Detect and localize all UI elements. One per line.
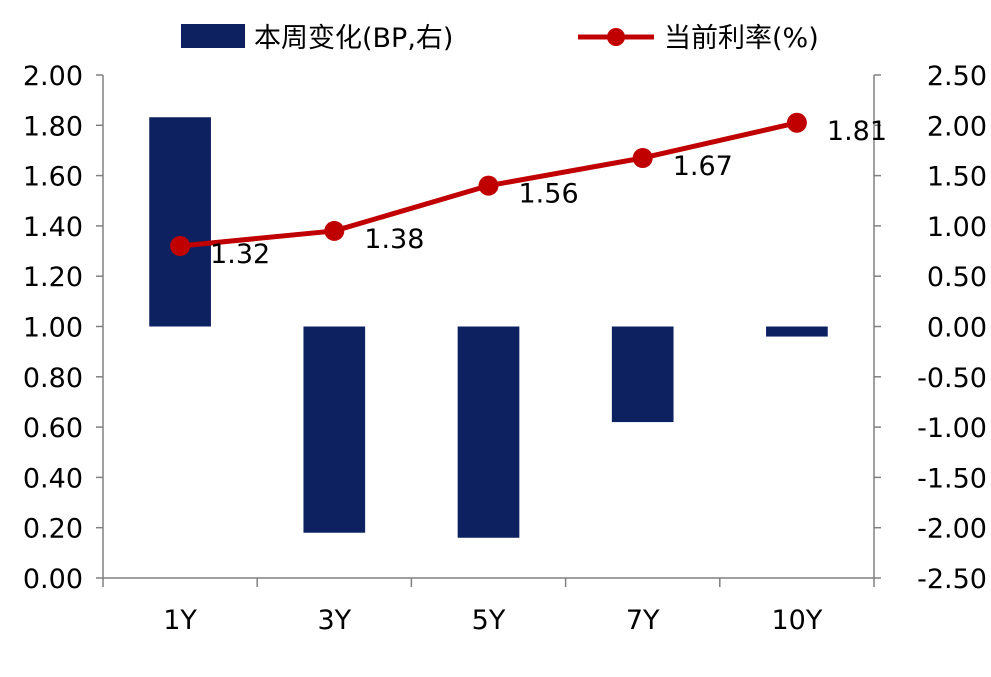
line-series bbox=[170, 112, 807, 257]
rate-label-5Y: 1.56 bbox=[519, 179, 579, 210]
right-y-ticks: -2.50 -2.00 -1.50 -1.00 -0.50 0.00 0.50 1.00 1.5… bbox=[874, 61, 987, 595]
x-ticks: 1Y 3Y 5Y 7Y 10Y bbox=[102, 578, 875, 636]
left-tick-label: 1.40 bbox=[23, 212, 83, 243]
bar-5Y bbox=[457, 326, 520, 538]
right-tick-label: -2.00 bbox=[917, 514, 987, 545]
right-tick-label: -1.00 bbox=[917, 413, 987, 444]
rate-point-5Y bbox=[478, 175, 499, 196]
bar-7Y bbox=[611, 326, 674, 423]
bar-10Y bbox=[766, 326, 828, 337]
left-y-ticks: 0.00 0.20 0.40 0.60 0.80 1.00 1.20 1.40 1.60 1.80… bbox=[23, 61, 103, 595]
left-tick-label: 1.20 bbox=[23, 262, 83, 293]
left-tick-label: 0.60 bbox=[23, 413, 83, 444]
right-tick-label: 0.50 bbox=[927, 262, 987, 293]
left-tick-label: 0.00 bbox=[23, 564, 83, 595]
rate-point-1Y bbox=[170, 236, 191, 257]
right-tick-label: 2.50 bbox=[927, 61, 987, 92]
bar-series bbox=[149, 117, 828, 538]
category-label: 10Y bbox=[771, 605, 822, 636]
right-tick-label: 0.00 bbox=[927, 313, 987, 344]
right-tick-label: 1.50 bbox=[927, 162, 987, 193]
left-tick-label: 2.00 bbox=[23, 61, 83, 92]
legend-bar-swatch bbox=[181, 24, 245, 48]
data-labels: 1.32 1.38 1.56 1.67 1.81 bbox=[210, 116, 887, 270]
right-tick-label: -2.50 bbox=[917, 564, 987, 595]
legend-line-label: 当前利率(%) bbox=[664, 23, 819, 54]
left-tick-label: 1.60 bbox=[23, 162, 83, 193]
category-label: 3Y bbox=[317, 605, 351, 636]
legend-line-marker bbox=[607, 28, 625, 46]
rate-label-10Y: 1.81 bbox=[827, 116, 887, 147]
right-tick-label: -1.50 bbox=[917, 463, 987, 494]
left-tick-label: 0.80 bbox=[23, 363, 83, 394]
category-label: 7Y bbox=[626, 605, 660, 636]
category-label: 1Y bbox=[163, 605, 197, 636]
left-tick-label: 1.80 bbox=[23, 111, 83, 142]
rate-point-7Y bbox=[632, 147, 653, 168]
legend: 本周变化(BP,右) 当前利率(%) bbox=[181, 23, 819, 54]
rate-point-3Y bbox=[324, 220, 345, 241]
bar-1Y bbox=[149, 117, 211, 327]
right-tick-label: 1.00 bbox=[927, 212, 987, 243]
left-tick-label: 1.00 bbox=[23, 313, 83, 344]
rate-label-7Y: 1.67 bbox=[673, 151, 733, 182]
category-label: 5Y bbox=[472, 605, 506, 636]
legend-bar-label: 本周变化(BP,右) bbox=[254, 23, 453, 54]
left-tick-label: 0.40 bbox=[23, 463, 83, 494]
rate-point-10Y bbox=[786, 112, 807, 133]
bar-3Y bbox=[303, 326, 366, 533]
right-tick-label: -0.50 bbox=[917, 363, 987, 394]
rate-label-1Y: 1.32 bbox=[210, 239, 270, 270]
left-tick-label: 0.20 bbox=[23, 514, 83, 545]
rate-label-3Y: 1.38 bbox=[364, 224, 424, 255]
right-tick-label: 2.00 bbox=[927, 111, 987, 142]
